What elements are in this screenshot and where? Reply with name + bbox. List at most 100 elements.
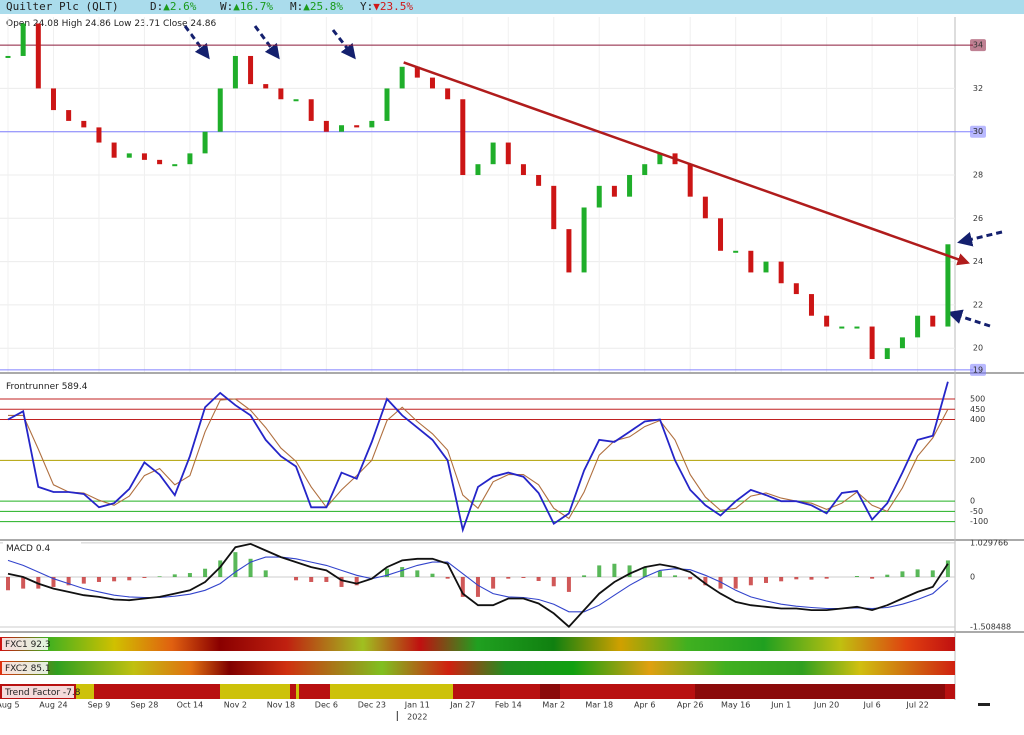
histogram-bar — [21, 577, 26, 589]
price-bar — [687, 164, 693, 197]
histogram-bar — [930, 570, 935, 578]
price-bar — [248, 55, 254, 85]
arrow — [183, 25, 210, 60]
price-bar — [278, 88, 284, 100]
y-tick-label: 500 — [970, 395, 985, 404]
histogram-bar — [460, 577, 465, 597]
price-bar — [884, 348, 890, 360]
price-bar — [824, 315, 830, 327]
price-bar — [399, 66, 405, 89]
price-bar — [642, 164, 648, 176]
price-bar — [627, 175, 633, 197]
histogram-bar — [142, 577, 147, 578]
ohlc-value: 23.71 — [134, 19, 160, 29]
year-label: 2022 — [407, 713, 427, 722]
price-bar — [263, 84, 269, 89]
y-tick-label: 1.029766 — [970, 538, 1008, 547]
histogram-bar — [339, 577, 344, 587]
price-bar — [414, 66, 420, 78]
change-value: ▼23.5% — [373, 0, 413, 13]
histogram-bar — [900, 571, 905, 578]
price-bar — [596, 185, 602, 208]
price-bar — [793, 283, 799, 295]
price-bar — [930, 315, 936, 327]
x-tick-label: May 16 — [721, 701, 750, 710]
price-bar — [718, 218, 724, 251]
histogram-bar — [566, 577, 571, 592]
histogram-bar — [945, 560, 950, 578]
price-bar — [20, 23, 26, 56]
price-bar — [763, 261, 769, 273]
y-tick-label: 0 — [970, 573, 975, 582]
annotation-arrows — [183, 25, 1003, 328]
histogram-bar — [263, 570, 268, 578]
histogram-bar — [733, 577, 738, 589]
price-bar — [520, 164, 526, 176]
fxc2-strip — [0, 661, 955, 675]
price-bar — [536, 175, 542, 186]
ohlc-label: Open — [6, 19, 30, 29]
panel-name: MACD — [6, 544, 33, 554]
histogram-bar — [203, 568, 208, 578]
level-label: 19 — [973, 365, 983, 374]
histogram-bar — [96, 577, 101, 582]
histogram-bar — [764, 577, 768, 583]
panel-name: Frontrunner — [6, 382, 59, 392]
change-label: D: — [150, 0, 163, 13]
menu-dots[interactable] — [978, 703, 990, 706]
price-bar — [945, 244, 951, 327]
header-change: D:▲2.6% — [150, 0, 197, 13]
panel-value: 0.4 — [36, 544, 51, 554]
series-line — [7, 542, 949, 628]
price-bar — [202, 131, 208, 154]
price-bar — [429, 77, 435, 89]
histogram-bar — [673, 575, 678, 578]
series-line — [7, 556, 949, 613]
histogram-bar — [582, 575, 587, 578]
price-bar — [323, 120, 329, 132]
price-bar — [232, 55, 238, 89]
histogram-bar — [233, 552, 238, 578]
price-bar — [293, 99, 299, 102]
panel-label: MACD 0.4 — [6, 544, 50, 554]
histogram-bar — [779, 577, 784, 582]
price-bar — [5, 55, 11, 58]
x-tick-label: Oct 14 — [177, 701, 204, 710]
histogram-bar — [445, 577, 450, 579]
price-bar — [217, 88, 223, 132]
change-value: ▲16.7% — [233, 0, 273, 13]
header-change: M:▲25.8% — [290, 0, 343, 13]
trend-segment — [330, 684, 453, 699]
panel-label-bg — [3, 380, 81, 392]
price-bar — [566, 229, 572, 273]
panel-label-bg — [3, 542, 81, 554]
histogram-bar — [324, 577, 329, 582]
histogram-bar — [66, 577, 71, 586]
price-bar — [339, 125, 345, 132]
histogram-bar — [885, 574, 890, 578]
price-bar — [733, 250, 739, 253]
x-tick-label: Jul 22 — [905, 701, 928, 710]
arrow — [957, 230, 1003, 247]
ohlc: Open 24.08 High 24.86 Low 23.71 Close 24… — [6, 19, 216, 29]
price-bar — [490, 142, 496, 165]
histogram-bar — [415, 570, 420, 578]
menu-icon[interactable] — [978, 703, 990, 706]
trend-segment — [695, 684, 945, 699]
strip-name: FXC2 — [5, 664, 28, 674]
ohlc-label: Close — [163, 19, 188, 29]
trend-strip — [0, 684, 955, 699]
histogram-bar — [688, 577, 693, 580]
histogram-bar — [354, 577, 359, 586]
price-bar — [308, 99, 314, 121]
header-change: Y:▼23.5% — [360, 0, 413, 13]
price-bar — [748, 250, 754, 273]
x-tick-label: Mar 2 — [542, 701, 565, 710]
histogram-bar — [718, 577, 723, 589]
trend-segment — [296, 684, 299, 699]
change-label: Y: — [360, 0, 373, 13]
strip-label-bg — [2, 662, 48, 674]
histogram-bar — [294, 577, 299, 581]
header-changes: D:▲2.6% W:▲16.7% M:▲25.8% Y:▼23.5% — [150, 0, 413, 13]
